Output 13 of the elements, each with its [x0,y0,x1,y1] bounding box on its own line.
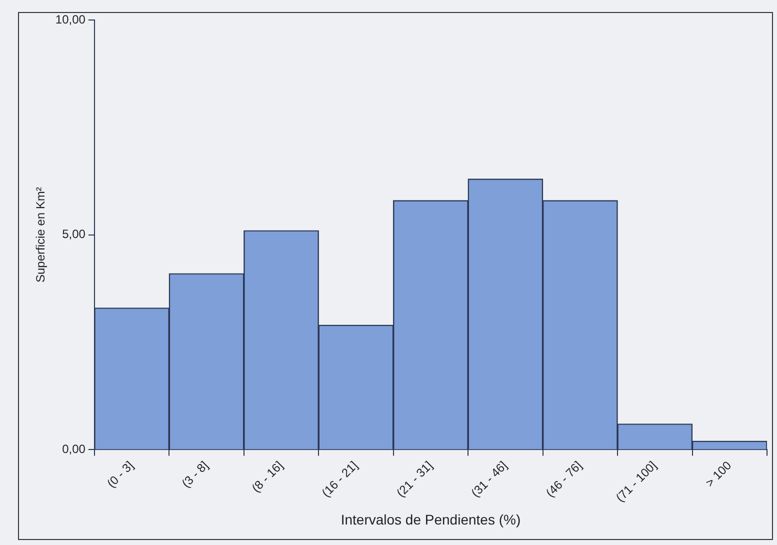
x-tick-label: (16 - 21] [318,458,360,500]
x-tick-label: (0 - 3] [104,458,136,490]
y-axis-title: Superficie en Km² [34,187,48,283]
x-tick-label: (3 - 8] [178,458,211,490]
y-tick-label: 0,00 [62,442,86,456]
y-tick-label: 10,00 [55,12,86,26]
x-tick-label: (8 - 16] [248,458,286,496]
x-tick-label: (46 - 76] [543,458,585,500]
x-tick-label: > 100 [702,458,734,490]
x-axis-title: Intervalos de Pendientes (%) [340,511,521,528]
x-tick-label: (31 - 46] [468,458,510,500]
x-tick-label: (21 - 31] [394,458,436,500]
y-tick-label: 5,00 [62,227,86,242]
